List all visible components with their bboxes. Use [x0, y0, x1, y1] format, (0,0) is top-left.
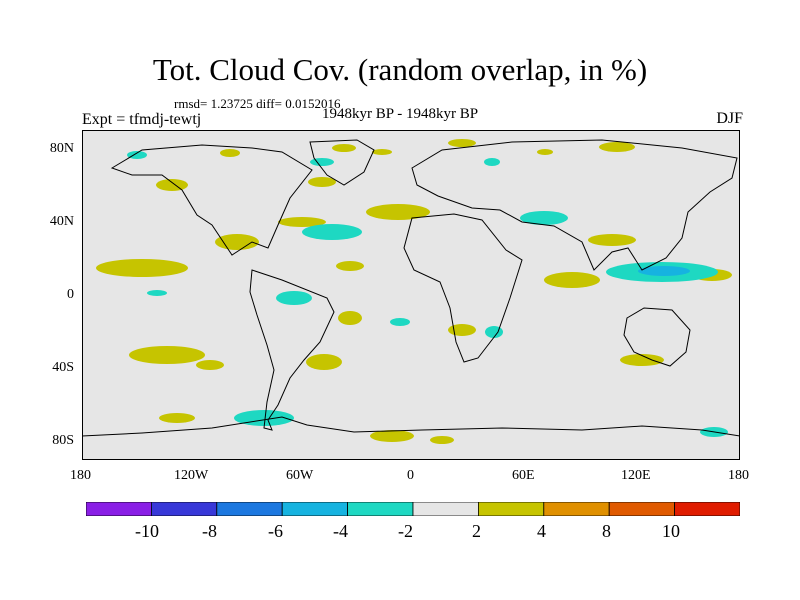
anomaly-patch — [620, 354, 664, 366]
anomaly-patch — [588, 234, 636, 246]
map-plot — [82, 130, 740, 460]
map-frame — [82, 130, 740, 460]
anomaly-patch — [448, 324, 476, 336]
colorbar-label-minus10: -10 — [135, 521, 159, 541]
colorbar-label-10: 10 — [662, 521, 680, 541]
lon-label-60w: 60W — [286, 468, 314, 483]
anomaly-patch — [276, 291, 312, 305]
anomaly-patch — [278, 217, 326, 227]
experiment-label: Expt = tfmdj-tewtj — [82, 111, 202, 128]
lon-label-180w: 180 — [70, 468, 91, 483]
colorbar-label-4: 4 — [537, 521, 546, 541]
lon-label-0: 0 — [407, 468, 414, 483]
lat-label-80n: 80N — [49, 141, 74, 156]
anomaly-patch — [96, 259, 188, 277]
strong-negative-anomalies — [638, 266, 690, 276]
colorbar-swatch — [477, 502, 545, 516]
africa-coast — [403, 213, 523, 363]
colorbar-label-minus4: -4 — [333, 521, 348, 541]
anomaly-patch — [156, 179, 188, 191]
colorbar-label-8: 8 — [602, 521, 611, 541]
colorbar-label-2: 2 — [472, 521, 481, 541]
colorbar-swatch — [608, 502, 676, 516]
north-america-coast — [110, 144, 313, 256]
anomaly-patch — [372, 149, 392, 155]
anomaly-patch — [196, 360, 224, 370]
anomaly-patch — [308, 177, 336, 187]
lon-label-120w: 120W — [174, 468, 209, 483]
anomaly-patch — [159, 413, 195, 423]
colorbar — [86, 502, 740, 516]
chart-title: Tot. Cloud Cov. (random overlap, in %) — [152, 52, 648, 87]
anomaly-patch — [366, 204, 430, 220]
coastlines — [82, 139, 740, 437]
anomaly-patch — [127, 151, 147, 159]
australia-coast — [623, 307, 691, 367]
anomaly-patch — [310, 158, 334, 166]
lat-label-80s: 80S — [52, 433, 74, 448]
greenland-coast — [309, 139, 375, 186]
anomaly-patch — [129, 346, 205, 364]
lat-label-40n: 40N — [49, 214, 74, 229]
lon-label-180e: 180 — [728, 468, 749, 483]
anomaly-patch — [485, 326, 503, 338]
anomaly-patch — [370, 430, 414, 442]
season-label: DJF — [716, 110, 743, 127]
lat-label-equator: 0 — [67, 287, 74, 302]
colorbar-label-minus2: -2 — [398, 521, 413, 541]
colorbar-swatch — [281, 502, 348, 516]
colorbar-swatch — [543, 502, 610, 516]
anomaly-patch — [638, 266, 690, 276]
subtitle: 1948kyr BP - 1948kyr BP — [322, 106, 479, 122]
anomaly-patch — [484, 158, 500, 166]
anomaly-patch — [430, 436, 454, 444]
colorbar-swatch — [412, 502, 479, 516]
anomaly-patch — [147, 290, 167, 296]
anomaly-patch — [338, 311, 362, 325]
colorbar-swatch — [151, 502, 218, 516]
anomaly-patch — [302, 224, 362, 240]
colorbar-label-minus6: -6 — [268, 521, 283, 541]
colorbar-swatch — [347, 502, 414, 516]
south-america-coast — [249, 269, 335, 431]
colorbar-swatch — [674, 502, 740, 516]
anomaly-patch — [448, 139, 476, 147]
eurasia-coast — [411, 139, 738, 271]
stats-text: rmsd= 1.23725 diff= 0.0152016 — [174, 96, 341, 111]
lon-label-60e: 60E — [512, 468, 535, 483]
anomaly-patch — [306, 354, 342, 370]
lat-label-40s: 40S — [52, 360, 74, 375]
anomaly-patch — [599, 142, 635, 152]
colorbar-label-minus8: -8 — [202, 521, 217, 541]
positive-anomalies — [96, 139, 732, 444]
colorbar-swatch — [216, 502, 283, 516]
lon-label-120e: 120E — [621, 468, 651, 483]
anomaly-patch — [537, 149, 553, 155]
anomaly-patch — [390, 318, 410, 326]
anomaly-patch — [544, 272, 600, 288]
anomaly-patch — [220, 149, 240, 157]
anomaly-patch — [520, 211, 568, 225]
anomaly-patch — [336, 261, 364, 271]
colorbar-swatch — [86, 502, 152, 516]
antarctica-coast — [82, 416, 740, 437]
anomaly-patch — [332, 144, 356, 152]
map-background — [82, 130, 740, 460]
